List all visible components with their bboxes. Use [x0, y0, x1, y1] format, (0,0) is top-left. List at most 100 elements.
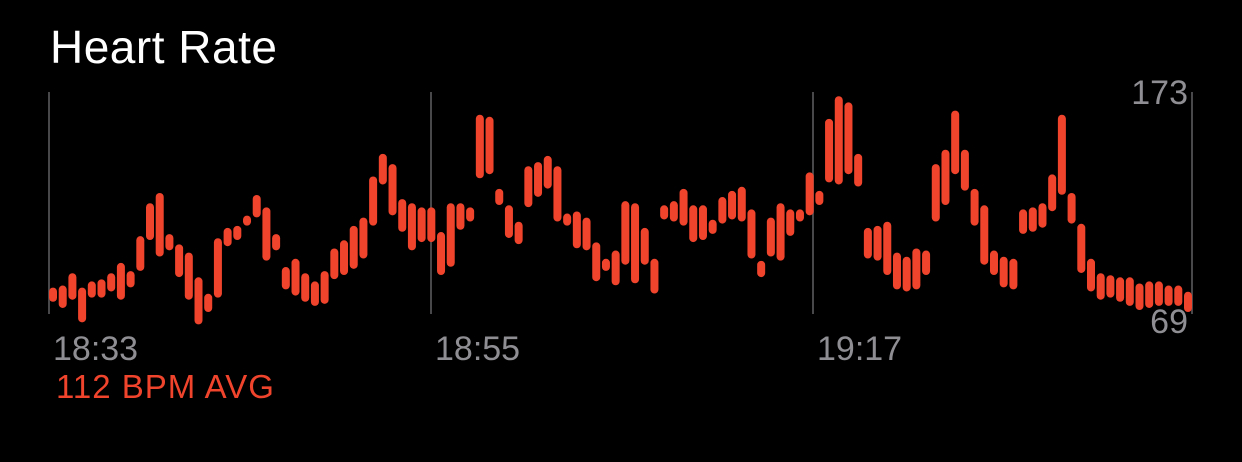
- heart-rate-bar: [388, 164, 397, 216]
- heart-rate-bar: [1096, 273, 1105, 300]
- heart-rate-bar: [572, 211, 581, 249]
- heart-rate-bar: [1028, 207, 1037, 232]
- heart-rate-bar: [883, 221, 892, 276]
- heart-rate-bar: [1164, 285, 1173, 306]
- heart-rate-bar: [970, 188, 979, 226]
- heart-rate-bar: [737, 186, 746, 222]
- heart-rate-bar: [1116, 277, 1125, 302]
- heart-rate-bar: [369, 176, 378, 226]
- heart-rate-bar: [378, 153, 387, 185]
- heart-rate-bar: [437, 232, 446, 276]
- heart-rate-bar: [1106, 275, 1115, 298]
- heart-rate-bar: [621, 201, 630, 265]
- heart-rate-bar: [873, 225, 882, 261]
- y-tick-label: 173: [1131, 74, 1188, 112]
- heart-rate-bar: [844, 102, 853, 175]
- heart-rate-bar: [980, 205, 989, 265]
- heart-rate-bar: [708, 219, 717, 234]
- x-tick-label: 19:17: [817, 330, 902, 368]
- heart-rate-bar: [49, 287, 57, 302]
- heart-rate-bar: [427, 207, 436, 243]
- heart-rate-bar: [698, 205, 707, 241]
- heart-rate-bar: [941, 149, 950, 206]
- heart-rate-bar: [669, 201, 678, 222]
- heart-rate-bar: [650, 258, 659, 294]
- heart-rate-bar: [543, 155, 552, 189]
- heart-rate-bar: [1038, 203, 1047, 228]
- heart-rate-bar: [126, 271, 135, 288]
- heart-rate-bar: [165, 234, 174, 251]
- heart-rate-bar: [504, 205, 513, 238]
- heart-rate-bar: [475, 114, 484, 179]
- heart-rate-bar: [184, 252, 193, 300]
- heart-rate-bar: [1184, 291, 1192, 313]
- heart-rate-bar: [204, 293, 213, 313]
- heart-rate-bar: [892, 252, 901, 290]
- heart-rate-bar: [534, 162, 543, 197]
- heart-rate-bar: [407, 203, 416, 251]
- heart-rate-bar: [252, 195, 261, 218]
- heart-rate-bar: [456, 203, 465, 230]
- heart-rate-bar: [689, 205, 698, 243]
- heart-rate-bar: [660, 205, 669, 220]
- heart-rate-bar: [68, 273, 77, 300]
- heart-rate-bar: [776, 203, 785, 261]
- heart-rate-bar: [272, 234, 281, 251]
- heart-rate-bar: [233, 225, 242, 241]
- heart-rate-bar: [757, 260, 766, 278]
- chart-labels: 18:33 18:55 19:17 173 69: [53, 74, 1188, 368]
- heart-rate-bar: [766, 217, 775, 257]
- heart-rate-bar: [563, 213, 572, 226]
- heart-rate-bar: [679, 188, 688, 226]
- heart-rate-bar: [1048, 174, 1057, 212]
- heart-rate-bar: [175, 244, 184, 278]
- heart-rate-bar: [1057, 114, 1066, 195]
- heart-rate-bar: [417, 207, 426, 243]
- heart-rate-bar: [330, 248, 339, 280]
- heart-rate-bar: [514, 221, 523, 245]
- heart-rate-bar: [834, 96, 843, 185]
- heart-rate-bar: [398, 199, 407, 232]
- heart-rate-bar: [1174, 285, 1183, 306]
- heart-rate-bar: [931, 164, 940, 222]
- heart-rate-bar: [951, 110, 960, 175]
- average-bpm-label: 112 BPM AVG: [56, 368, 275, 405]
- heart-rate-bar: [320, 271, 329, 304]
- heart-rate-bar: [786, 209, 795, 236]
- x-tick-label: 18:33: [53, 330, 138, 368]
- x-tick-label: 18:55: [435, 330, 520, 368]
- heart-rate-bar: [136, 236, 145, 271]
- heart-rate-bar: [922, 250, 931, 276]
- heart-rate-bar: [805, 172, 814, 216]
- heart-rate-bar: [553, 166, 562, 222]
- heart-rate-bar: [1077, 223, 1086, 273]
- heart-rate-bar: [747, 209, 756, 259]
- heart-rate-bar: [262, 207, 271, 261]
- heart-rate-bar: [592, 242, 601, 282]
- heart-rate-bar: [116, 262, 125, 300]
- heart-rate-bar: [1019, 209, 1028, 234]
- heart-rate-bar: [1067, 192, 1076, 224]
- heart-rate-bar: [601, 258, 610, 271]
- heart-rate-bar: [1154, 281, 1163, 306]
- heart-rate-bar: [912, 248, 921, 290]
- heart-rate-bar: [1135, 283, 1144, 310]
- heart-rate-bar: [611, 250, 620, 286]
- heart-rate-bar: [213, 238, 222, 298]
- heart-rate-bar: [485, 116, 494, 175]
- heart-rate-bar: [1125, 277, 1134, 306]
- heart-rate-bar: [194, 277, 203, 325]
- chart-title: Heart Rate: [50, 21, 278, 73]
- heart-rate-bar: [243, 215, 252, 226]
- heart-rate-bar: [640, 227, 649, 265]
- heart-rate-bar: [728, 190, 737, 220]
- heart-rate-bar: [524, 166, 533, 208]
- heart-rate-bar: [97, 279, 106, 298]
- heart-rate-bar: [815, 190, 824, 206]
- heart-rate-bar: [446, 203, 455, 267]
- heart-rate-bar: [854, 153, 863, 187]
- heart-rate-bar: [582, 217, 591, 251]
- heart-rate-bar: [466, 207, 475, 222]
- heart-rate-bar: [795, 209, 804, 222]
